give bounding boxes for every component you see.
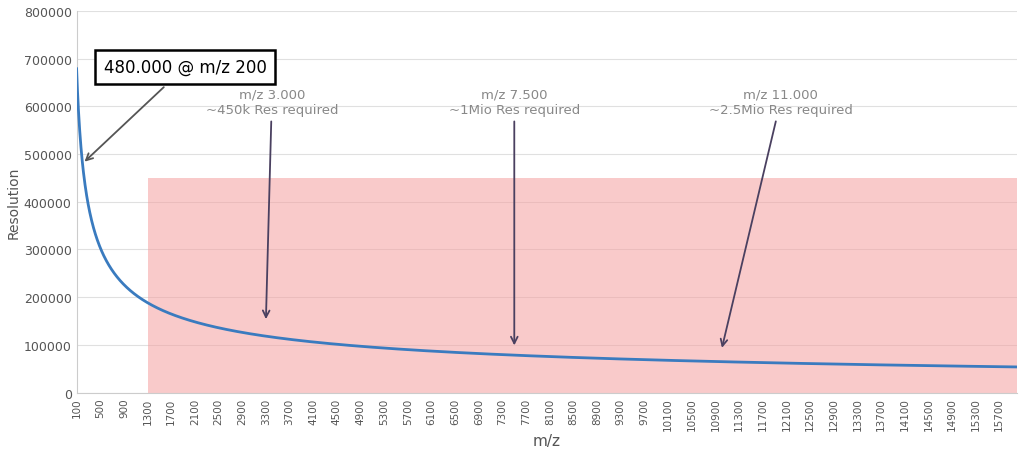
Y-axis label: Resolution: Resolution: [7, 166, 20, 238]
Text: 480.000 @ m/z 200: 480.000 @ m/z 200: [86, 59, 266, 161]
Text: m/z 11.000
~2.5Mio Res required: m/z 11.000 ~2.5Mio Res required: [709, 89, 852, 346]
Text: m/z 3.000
~450k Res required: m/z 3.000 ~450k Res required: [206, 89, 338, 318]
X-axis label: m/z: m/z: [532, 433, 561, 448]
Text: m/z 7.500
~1Mio Res required: m/z 7.500 ~1Mio Res required: [449, 89, 580, 344]
Bar: [147, 178, 1017, 393]
